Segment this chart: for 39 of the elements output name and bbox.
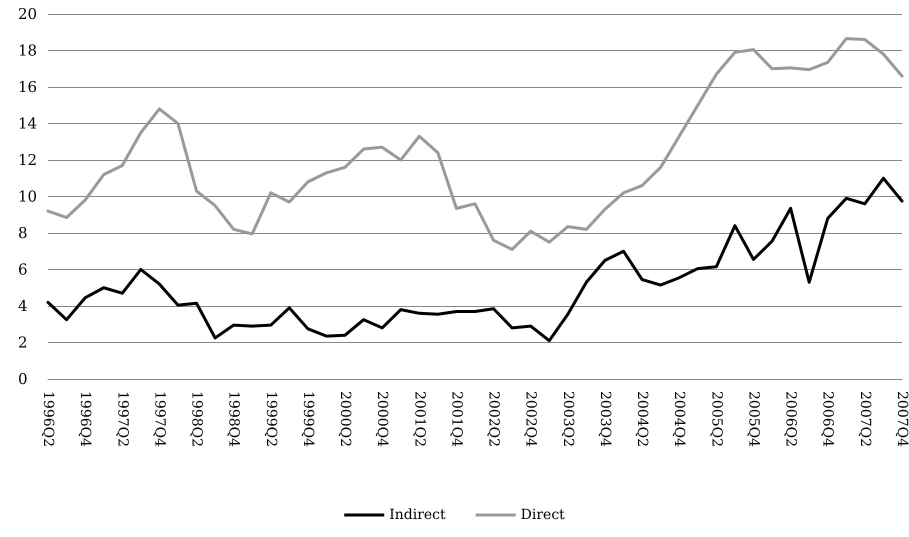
x-tick-label: 1997Q4 — [151, 391, 168, 448]
x-tick-label: 1998Q4 — [226, 391, 242, 448]
line-series — [46, 176, 904, 342]
y-tick-label: 4 — [18, 297, 28, 315]
x-tick-label: 2000Q2 — [337, 391, 354, 448]
x-tick-label: 2006Q4 — [820, 391, 836, 448]
x-tick-label: 2004Q2 — [634, 391, 650, 448]
x-tick-label: 2004Q4 — [671, 391, 688, 448]
x-tick-label: 2003Q4 — [596, 391, 613, 448]
x-tick-label: 1998Q2 — [188, 391, 205, 448]
x-tick-label: 2005Q4 — [745, 391, 762, 448]
y-tick-label: 6 — [18, 260, 28, 278]
y-tick-label: 8 — [18, 224, 28, 242]
x-tick-label: 2003Q2 — [560, 391, 576, 448]
y-tick-label: 2 — [18, 334, 28, 352]
y-tick-label: 16 — [18, 78, 38, 96]
x-tick-label: 2001Q4 — [448, 391, 464, 448]
x-tick-label: 2002Q4 — [522, 391, 539, 448]
y-tick-label: 10 — [18, 188, 38, 206]
x-tick-label: 1997Q2 — [114, 391, 130, 448]
y-tick-label: 0 — [18, 370, 28, 388]
x-tick-label: 1996Q4 — [77, 391, 94, 448]
x-tick-label: 2006Q2 — [782, 391, 799, 448]
y-tick-label: 18 — [18, 42, 38, 60]
y-tick-label: 12 — [18, 151, 38, 169]
x-tick-label: 2002Q2 — [486, 391, 502, 448]
x-tick-label: 2007Q2 — [856, 391, 873, 448]
legend-label: Direct — [520, 507, 566, 523]
x-tick-label: 1999Q2 — [262, 391, 279, 448]
x-tick-label: 2007Q4 — [894, 391, 909, 448]
x-tick-label: 1999Q4 — [300, 391, 316, 448]
x-tick-label: 2000Q4 — [374, 391, 390, 448]
line-series — [46, 37, 904, 251]
y-tick-label: 20 — [18, 5, 38, 23]
x-tick-label: 2005Q2 — [708, 391, 724, 448]
legend-label: Indirect — [389, 507, 446, 523]
x-tick-label: 2001Q2 — [411, 391, 428, 448]
x-tick-label: 1996Q2 — [40, 391, 56, 448]
y-tick-label: 14 — [18, 114, 38, 132]
